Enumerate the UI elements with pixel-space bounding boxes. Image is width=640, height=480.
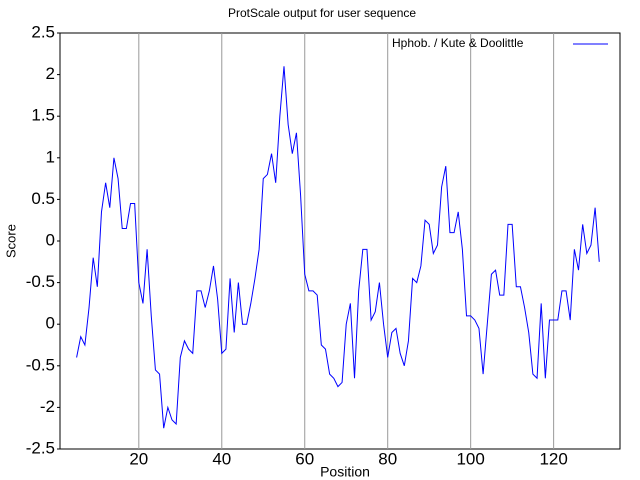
x-tick-label: 40 — [212, 449, 231, 468]
y-tick-label: 2.5 — [31, 22, 55, 41]
x-tick-label: 120 — [539, 449, 567, 468]
y-tick-label: -2.5 — [26, 438, 55, 457]
x-tick-label: 60 — [295, 449, 314, 468]
x-tick-label: 80 — [378, 449, 397, 468]
y-tick-label: -0.5 — [26, 355, 55, 374]
y-tick-label: -0.5 — [26, 272, 55, 291]
y-tick-label: -2 — [40, 397, 55, 416]
x-tick-label: 100 — [456, 449, 484, 468]
x-tick-label: 20 — [129, 449, 148, 468]
y-tick-label: 1.5 — [31, 106, 55, 125]
y-tick-label: 1 — [46, 147, 55, 166]
y-tick-label: 2 — [46, 64, 55, 83]
y-tick-label: 0.5 — [31, 189, 55, 208]
x-axis-label: Position — [320, 464, 370, 480]
data-line — [76, 66, 600, 429]
y-axis-label: Score — [3, 224, 18, 258]
y-tick-label: 0 — [46, 314, 55, 333]
y-tick-label: 0 — [46, 230, 55, 249]
plot-frame — [59, 32, 621, 450]
chart-title: ProtScale output for user sequence — [228, 6, 416, 20]
legend-label: Hphob. / Kute & Doolittle — [392, 36, 524, 50]
